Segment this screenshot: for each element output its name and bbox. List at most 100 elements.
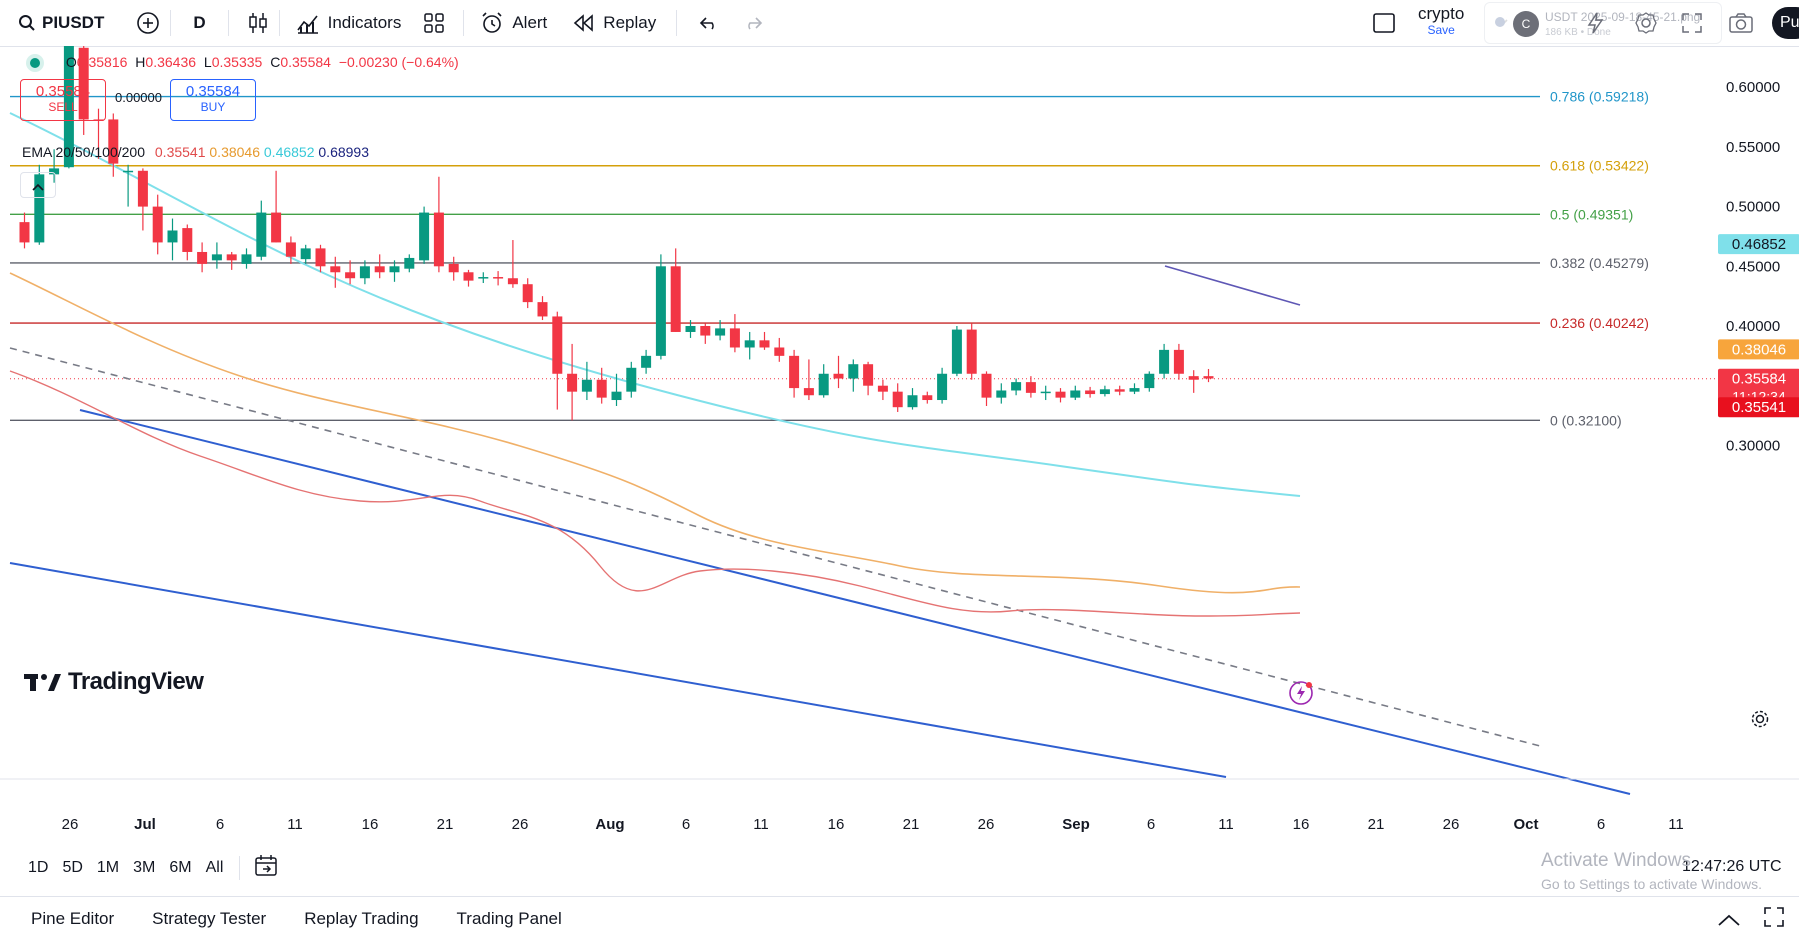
fib-level-label: 0.618 (0.53422) (1550, 158, 1649, 174)
clock[interactable]: 12:47:26 UTC (1682, 858, 1782, 875)
candle-body (137, 170, 148, 207)
time-axis-label: 11 (287, 816, 303, 833)
candle-body (626, 367, 637, 392)
profile-button[interactable]: Pu (1772, 7, 1799, 39)
time-axis-label: 11 (1668, 816, 1684, 833)
interval-button[interactable]: D (193, 13, 206, 32)
quick-search-button[interactable] (1586, 0, 1606, 46)
candle-body (211, 254, 222, 261)
symbol-search[interactable]: PIUSDT (18, 0, 104, 46)
search-icon (19, 15, 35, 31)
candle-body (537, 302, 548, 317)
buy-label: BUY (200, 100, 226, 114)
candle-body (49, 168, 60, 175)
time-axis-label: 6 (1147, 816, 1155, 833)
candle-body (596, 379, 607, 398)
divider (227, 10, 229, 36)
undo-icon (700, 17, 715, 30)
candle-body (256, 212, 267, 257)
range-1d[interactable]: 1D (28, 859, 49, 876)
buy-button[interactable]: 0.35584 BUY (170, 79, 256, 121)
snapshot-button[interactable] (1728, 0, 1754, 46)
candle-body (152, 206, 163, 243)
fib-level-label: 0.382 (0.45279) (1550, 255, 1649, 271)
candle-body (1203, 376, 1214, 379)
candle-body (197, 251, 208, 264)
expand-icon (1682, 13, 1702, 33)
chart-type-button[interactable] (247, 0, 269, 46)
ohlc-legend: O0.35816 H0.36436 L0.35335 C0.35584 −0.0… (30, 54, 459, 70)
candle-body (507, 278, 518, 285)
brand-name: TradingView (68, 668, 204, 695)
high-label: H (135, 54, 146, 70)
time-axis-label: Sep (1062, 816, 1090, 833)
candle-body (1040, 391, 1051, 394)
fullscreen-button[interactable] (1682, 0, 1702, 46)
fullscreen-toggle-button[interactable] (1372, 0, 1396, 46)
candle-body (759, 340, 770, 348)
templates-button[interactable] (423, 0, 445, 46)
range-1m[interactable]: 1M (96, 859, 120, 876)
time-axis-label: 11 (753, 816, 769, 833)
sell-button[interactable]: 0.35584 SELL (20, 79, 106, 121)
candle-body (345, 272, 356, 279)
price-axis-label: 0.45000 (1726, 258, 1780, 275)
tab-replay-trading[interactable]: Replay Trading (304, 908, 419, 928)
range-all[interactable]: All (205, 859, 224, 876)
candle-body (789, 355, 800, 389)
chart-pane[interactable]: 1.618 (0.87923)1.272 (0.75985)1 (0.66601… (0, 0, 1799, 846)
replay-label: Replay (603, 13, 657, 32)
candle-body (670, 266, 681, 332)
square-icon (1373, 13, 1395, 33)
collapse-legend-button[interactable] (20, 172, 56, 198)
candle-body (611, 391, 622, 401)
candle-body (907, 395, 918, 408)
axis-settings-button[interactable] (1750, 709, 1770, 734)
tradingview-logo[interactable]: TradingView (24, 668, 204, 696)
tab-trading-panel[interactable]: Trading Panel (456, 908, 562, 928)
indicators-button[interactable]: Indicators (296, 0, 402, 46)
maximize-panel-button[interactable] (1764, 907, 1784, 932)
chevron-up-icon (1718, 914, 1740, 926)
candle-body (1055, 391, 1066, 398)
download-notification[interactable]: C USDT 2025-09-18-45-21.png 186 KB • Don… (1484, 2, 1722, 44)
tab-pine-editor[interactable]: Pine Editor (31, 908, 115, 928)
high-value: 0.36436 (145, 54, 197, 70)
candle-body (226, 254, 237, 261)
collapse-panel-button[interactable] (1718, 911, 1740, 931)
sell-label: SELL (48, 100, 78, 114)
range-6m[interactable]: 6M (169, 859, 192, 876)
candle-body (1173, 349, 1184, 374)
layout-name-button[interactable]: crypto Save (1418, 5, 1464, 38)
alarm-clock-icon (482, 12, 502, 33)
event-marker[interactable] (1288, 680, 1314, 711)
settings-button[interactable] (1635, 0, 1657, 46)
plus-circle-icon (137, 12, 160, 34)
indicators-label: Indicators (327, 13, 402, 32)
ema100-badge: 0.46852 (1732, 236, 1786, 253)
undo-button[interactable] (699, 0, 719, 46)
ema-title: EMA 20/50/100/200 (22, 144, 145, 160)
candle-body (493, 277, 504, 279)
change-value: −0.00230 (−0.64%) (338, 54, 459, 70)
layout-save-status: Save (1427, 23, 1455, 37)
compare-button[interactable] (136, 0, 160, 46)
replay-button[interactable]: Replay (573, 0, 656, 46)
divider (463, 10, 465, 36)
ema-legend[interactable]: EMA 20/50/100/200 0.35541 0.38046 0.4685… (22, 144, 369, 160)
ema200-segment (1164, 265, 1301, 306)
alert-button[interactable]: Alert (480, 0, 547, 46)
range-5d[interactable]: 5D (62, 859, 83, 876)
divider (676, 10, 678, 36)
windows-activation-title: Activate Windows (1541, 850, 1691, 871)
ema100-line (9, 112, 1301, 497)
price-axis-label: 0.30000 (1726, 437, 1780, 454)
redo-button[interactable] (743, 0, 763, 46)
tab-strategy-tester[interactable]: Strategy Tester (152, 908, 267, 928)
price-chart[interactable]: 1.618 (0.87923)1.272 (0.75985)1 (0.66601… (0, 0, 1799, 846)
bottom-panel-tabs: Pine Editor Strategy Tester Replay Tradi… (0, 896, 1799, 940)
date-range-button[interactable] (254, 854, 280, 883)
candle-body (1159, 349, 1170, 374)
range-3m[interactable]: 3M (133, 859, 156, 876)
time-axis-label: Oct (1513, 816, 1538, 833)
